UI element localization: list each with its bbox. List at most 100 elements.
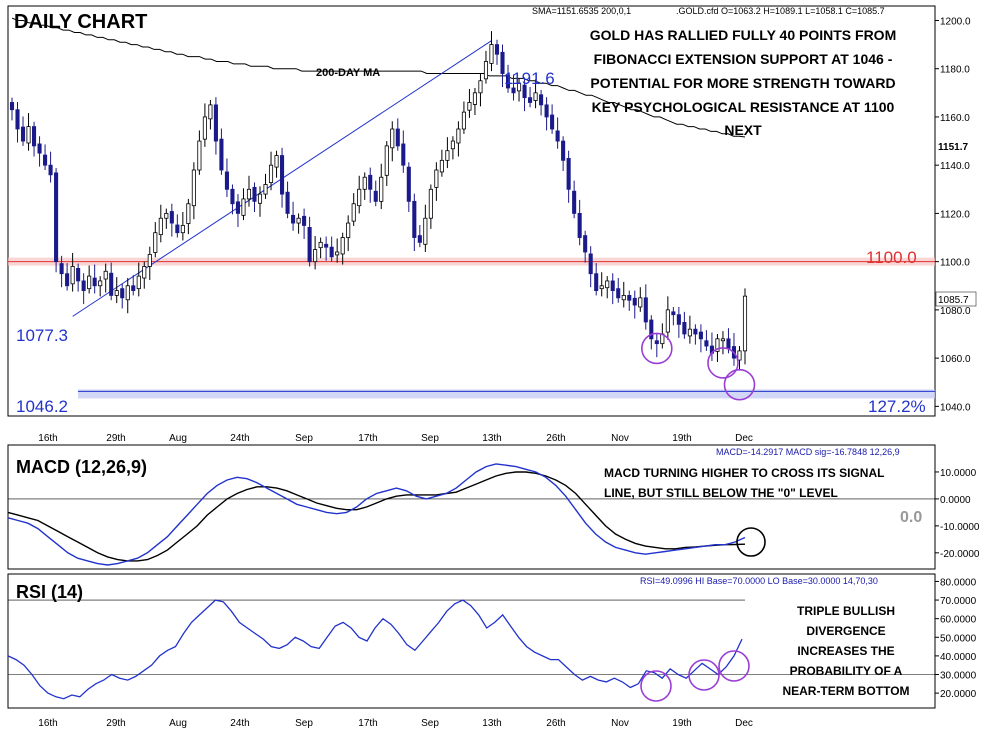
price-annotation-line-5: NEXT — [724, 122, 762, 138]
candle-body — [59, 263, 64, 275]
candle-body — [43, 154, 48, 166]
price-y-tick-label: 1060.0 — [940, 354, 971, 365]
rsi-annotation: TRIPLE BULLISH DIVERGENCE INCREASES THE … — [782, 604, 909, 698]
candle-body — [280, 155, 285, 195]
candle-body — [257, 193, 263, 204]
candle-body — [318, 241, 323, 249]
fib-label: 127.2% — [868, 397, 926, 416]
price-annotation-line-3: POTENTIAL FOR MORE STRENGTH TOWARD — [590, 75, 895, 91]
candle-body — [219, 138, 224, 171]
macd-header: MACD=-14.2917 MACD sig=-16.7848 12,26,9 — [716, 447, 900, 457]
x-tick-label-top: 17th — [358, 433, 377, 444]
price-circles — [641, 332, 756, 401]
macd-panel: 10.0000 0.0000 -10.0000 -20.0000 MACD (12,2… — [7, 444, 980, 570]
candles — [9, 31, 748, 371]
candle-body — [208, 104, 213, 120]
candle-body — [704, 340, 709, 347]
candle-body — [114, 290, 119, 296]
x-tick-label-top: 19th — [672, 433, 691, 444]
ma-value-label: 1151.7 — [938, 142, 968, 153]
macd-line — [7, 463, 746, 566]
candle-body — [599, 285, 604, 290]
candle-body — [566, 158, 571, 190]
candle-body — [197, 140, 202, 171]
candle-body — [654, 340, 659, 345]
candle-body — [109, 272, 114, 296]
candle-body — [583, 235, 588, 253]
rsi-annotation-line-2: DIVERGENCE — [806, 624, 885, 638]
candle-body — [489, 44, 494, 64]
candle-body — [324, 243, 329, 248]
candle-body — [373, 190, 378, 202]
candle-body — [268, 164, 274, 183]
candle-body — [362, 176, 367, 190]
rsi-y-tick-label: 20.0000 — [940, 689, 977, 700]
macd-signal-line — [7, 471, 746, 562]
candle-body — [605, 280, 610, 289]
rsi-y-tick-label: 70.0000 — [940, 596, 977, 607]
x-tick-label-bottom: 19th — [672, 718, 691, 729]
candle-body — [291, 214, 296, 224]
candle-body — [65, 273, 70, 287]
x-tick-label-top: Aug — [169, 433, 187, 444]
price-header-left: SMA=1151.6535 200,0,1 — [532, 6, 631, 16]
macd-y-tick-label: 0.0000 — [940, 495, 971, 506]
candle-body — [357, 188, 362, 207]
candle-body — [676, 314, 681, 325]
candle-body — [428, 188, 433, 219]
candle-body — [252, 186, 257, 202]
rsi-y-ticks: 80.0000 70.0000 60.0000 50.0000 40.0000 30.00… — [935, 577, 977, 700]
rsi-panel-title: RSI (14) — [16, 582, 83, 602]
candle-body — [191, 169, 196, 207]
price-y-tick-label: 1180.0 — [940, 65, 970, 76]
candle-body — [390, 128, 395, 149]
candle-body — [720, 338, 725, 342]
x-tick-label-top: Sep — [295, 433, 313, 444]
price-y-tick-label: 1140.0 — [940, 161, 970, 172]
candle-body — [555, 130, 560, 142]
rsi-divergence-circle — [640, 670, 672, 702]
x-tick-label-bottom: 16th — [38, 718, 57, 729]
macd-zero-label: 0.0 — [900, 509, 922, 526]
candle-body — [434, 169, 439, 188]
candle-body — [423, 217, 428, 245]
rsi-header: RSI=49.0996 HI Base=70.0000 LO Base=30.0… — [640, 576, 878, 586]
x-tick-label-bottom: Nov — [611, 718, 629, 729]
candle-body — [572, 190, 577, 214]
candle-body — [9, 102, 15, 111]
candle-body — [384, 145, 389, 176]
x-tick-label-top: 26th — [546, 433, 565, 444]
candle-body — [125, 285, 130, 301]
candle-body — [131, 285, 136, 291]
price-panel: 1200.0 1180.0 1160.0 1140.0 1120.0 1100.0 1080… — [7, 5, 977, 417]
candle-body — [340, 237, 345, 255]
last-price-tag — [935, 291, 977, 307]
macd-y-tick-label: -20.0000 — [940, 549, 980, 560]
rsi-line — [7, 599, 743, 700]
candle-body — [263, 184, 268, 195]
price-annotation: GOLD HAS RALLIED FULLY 40 POINTS FROM FI… — [590, 27, 896, 138]
candle-body — [164, 213, 169, 219]
candle-body — [70, 266, 75, 285]
candle-body — [351, 203, 356, 222]
x-tick-label-bottom: Aug — [169, 718, 187, 729]
price-divergence-circle — [723, 368, 756, 401]
macd-annotation-line-2: LINE, BUT STILL BELOW THE "0" LEVEL — [604, 486, 838, 500]
x-tick-label-bottom: Dec — [735, 718, 753, 729]
candle-body — [494, 44, 500, 55]
candle-body — [649, 319, 654, 340]
candle-body — [147, 254, 152, 267]
rsi-panel-frame — [7, 573, 936, 709]
resistance-label: 1100.0 — [866, 248, 917, 267]
macd-panel-frame — [7, 444, 936, 570]
candle-body — [472, 92, 477, 105]
candle-body — [505, 75, 511, 89]
price-y-tick-label: 1100.0 — [940, 258, 970, 269]
swing-low-label: 1077.3 — [16, 326, 68, 345]
price-y-tick-label: 1200.0 — [940, 16, 971, 27]
candle-body — [638, 297, 643, 308]
candle-body — [224, 171, 229, 190]
x-tick-label-top: 16th — [38, 433, 57, 444]
